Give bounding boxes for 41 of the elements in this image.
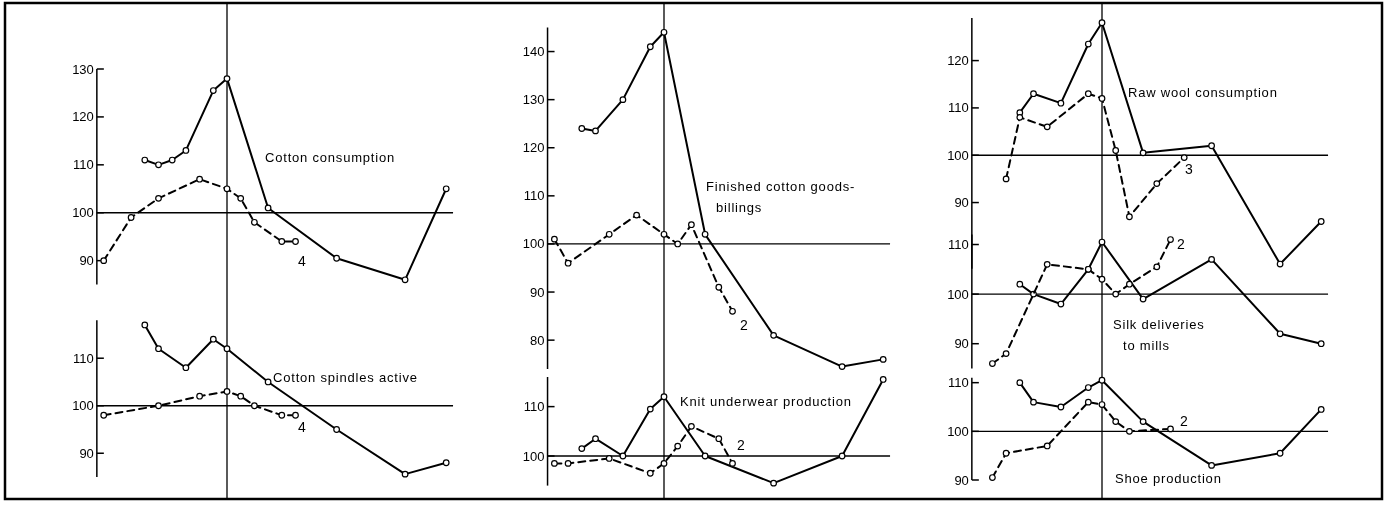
y-tick-label: 100 — [72, 205, 94, 221]
annotation: 2 — [1177, 236, 1185, 252]
y-tick-label: 130 — [72, 61, 94, 77]
y-tick-label: 100 — [522, 236, 545, 252]
y-tick-label: 110 — [948, 100, 969, 116]
y-tick-label: 100 — [72, 398, 94, 414]
y-tick-label: 110 — [73, 350, 94, 366]
text: Silk deliveries to mills — [1113, 317, 1205, 353]
text: Shoe production — [1115, 471, 1222, 486]
annotation: 4 — [298, 253, 306, 269]
text: Cotton spindles active — [273, 370, 418, 385]
y-tick-label: 100 — [947, 423, 969, 439]
y-tick-label: 140 — [522, 44, 545, 60]
text: Knit underwear production — [680, 394, 852, 409]
y-tick-label: 120 — [522, 140, 545, 156]
y-tick-label: 90 — [79, 253, 94, 269]
annotation: 2 — [737, 437, 745, 453]
y-tick-label: 100 — [947, 286, 969, 302]
text: Cotton consumption — [265, 150, 396, 165]
y-tick-label: 90 — [530, 284, 545, 300]
y-tick-label: 90 — [79, 445, 94, 461]
text: Raw wool consumption — [1128, 85, 1278, 100]
y-tick-label: 90 — [954, 195, 969, 211]
y-tick-label: 110 — [523, 399, 545, 415]
y-tick-label: 90 — [954, 336, 969, 352]
y-tick-label: 110 — [523, 188, 545, 204]
y-tick-label: 110 — [948, 237, 969, 253]
annotation: 3 — [1185, 161, 1193, 177]
annotation: 2 — [1180, 413, 1188, 429]
y-tick-label: 100 — [947, 147, 969, 163]
text: Finished cotton goods-billings — [706, 179, 856, 215]
y-tick-label: 120 — [72, 109, 94, 125]
annotation: 2 — [740, 317, 748, 333]
y-tick-label: 100 — [522, 448, 545, 464]
y-tick-label: 130 — [522, 92, 545, 108]
annotation: 4 — [298, 419, 306, 435]
y-tick-label: 110 — [948, 375, 969, 391]
y-tick-label: 110 — [73, 157, 94, 173]
y-tick-label: 80 — [530, 332, 545, 348]
y-tick-label: 90 — [954, 472, 969, 488]
y-tick-label: 120 — [947, 53, 969, 69]
